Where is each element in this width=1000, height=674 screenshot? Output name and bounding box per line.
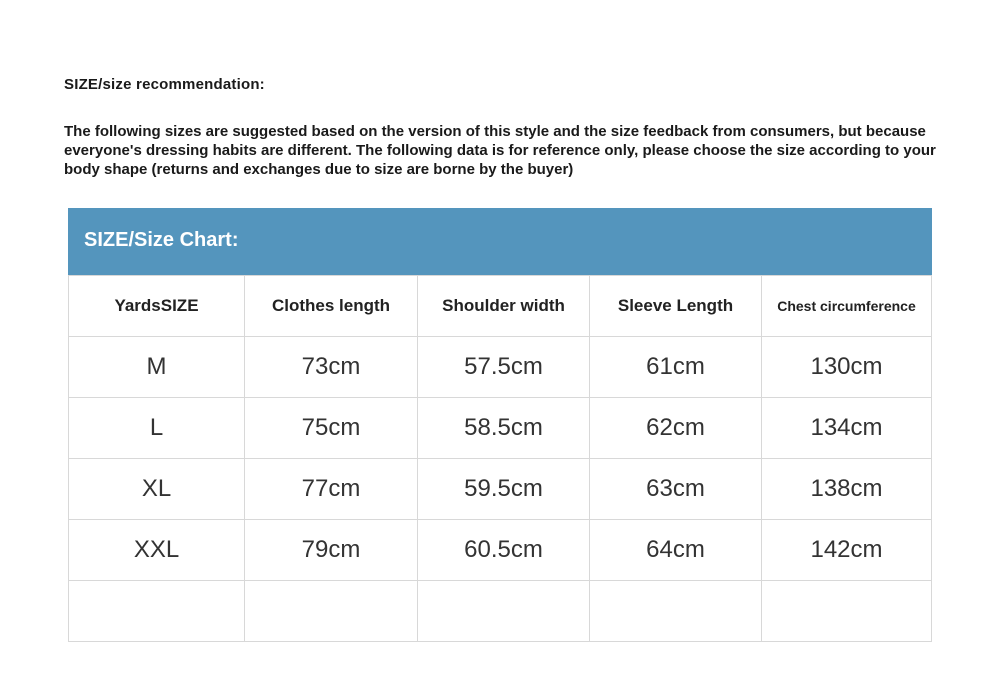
- table-cell: 134cm: [761, 397, 932, 459]
- table-cell: M: [68, 336, 245, 398]
- table-cell: [417, 580, 590, 642]
- column-header: Sleeve Length: [589, 275, 762, 337]
- table-cell: 73cm: [244, 336, 418, 398]
- section-heading: SIZE/size recommendation:: [64, 76, 265, 93]
- column-header: Chest circumference: [761, 275, 932, 337]
- column-header: YardsSIZE: [68, 275, 245, 337]
- table-cell: [589, 580, 762, 642]
- table-cell: 57.5cm: [417, 336, 590, 398]
- table-cell: 138cm: [761, 458, 932, 520]
- table-cell: 75cm: [244, 397, 418, 459]
- table-row: XXL 79cm 60.5cm 64cm 142cm: [68, 519, 932, 581]
- table-cell: 60.5cm: [417, 519, 590, 581]
- table-cell: [761, 580, 932, 642]
- table-cell: 142cm: [761, 519, 932, 581]
- column-header: Clothes length: [244, 275, 418, 337]
- table-cell: 62cm: [589, 397, 762, 459]
- table-row: XL 77cm 59.5cm 63cm 138cm: [68, 458, 932, 520]
- table-cell: XXL: [68, 519, 245, 581]
- table-row: [68, 580, 932, 642]
- table-row: M 73cm 57.5cm 61cm 130cm: [68, 336, 932, 398]
- table-cell: 58.5cm: [417, 397, 590, 459]
- table-cell: 130cm: [761, 336, 932, 398]
- table-cell: [244, 580, 418, 642]
- table-cell: 77cm: [244, 458, 418, 520]
- table-cell: 59.5cm: [417, 458, 590, 520]
- table-cell: 64cm: [589, 519, 762, 581]
- table-cell: 61cm: [589, 336, 762, 398]
- table-row: L 75cm 58.5cm 62cm 134cm: [68, 397, 932, 459]
- table-cell: XL: [68, 458, 245, 520]
- table-cell: 79cm: [244, 519, 418, 581]
- intro-text: The following sizes are suggested based …: [64, 123, 936, 178]
- size-chart-table: YardsSIZE Clothes length Shoulder width …: [68, 275, 932, 642]
- column-header: Shoulder width: [417, 275, 590, 337]
- size-chart-title: SIZE/Size Chart:: [68, 208, 932, 275]
- table-cell: L: [68, 397, 245, 459]
- table-header-row: YardsSIZE Clothes length Shoulder width …: [68, 275, 932, 337]
- table-cell: [68, 580, 245, 642]
- table-cell: 63cm: [589, 458, 762, 520]
